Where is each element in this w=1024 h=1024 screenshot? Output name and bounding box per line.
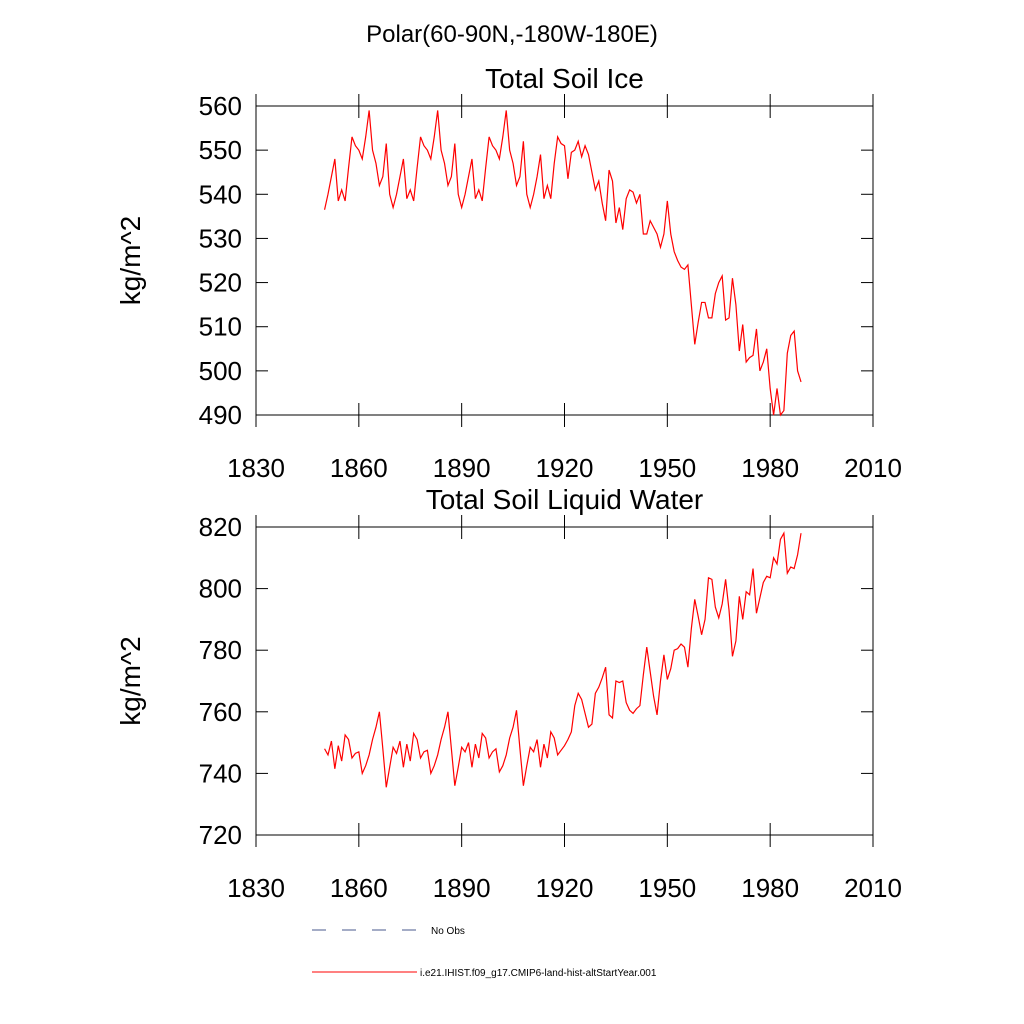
y-tick-label: 520 (199, 268, 242, 298)
x-tick-label: 1830 (227, 453, 285, 483)
y-tick-label: 560 (199, 91, 242, 121)
x-tick-label: 2010 (844, 873, 902, 903)
x-tick-label: 1890 (433, 873, 491, 903)
x-tick-label: 1830 (227, 873, 285, 903)
x-tick-label: 2010 (844, 453, 902, 483)
x-tick-label: 1890 (433, 453, 491, 483)
y-tick-label: 820 (199, 512, 242, 542)
x-tick-label: 1980 (741, 873, 799, 903)
y-tick-label: 550 (199, 135, 242, 165)
y-tick-label: 800 (199, 574, 242, 604)
x-tick-label: 1950 (638, 873, 696, 903)
plot-frame (255, 526, 874, 836)
y-axis-label: kg/m^2 (115, 636, 146, 725)
plot-frame (255, 105, 874, 416)
figure-title: Polar(60-90N,-180W-180E) (366, 21, 658, 48)
x-tick-label: 1860 (330, 453, 388, 483)
panel-title: Total Soil Liquid Water (426, 484, 704, 515)
y-tick-label: 510 (199, 312, 242, 342)
legend-label: No Obs (431, 926, 465, 937)
x-tick-label: 1980 (741, 453, 799, 483)
y-tick-label: 720 (199, 820, 242, 850)
y-tick-label: 740 (199, 758, 242, 788)
data-line (324, 531, 802, 788)
x-tick-label: 1920 (536, 453, 594, 483)
y-axis-label: kg/m^2 (115, 216, 146, 305)
y-tick-label: 490 (199, 400, 242, 430)
y-tick-label: 530 (199, 223, 242, 253)
y-tick-label: 780 (199, 635, 242, 665)
y-tick-label: 540 (199, 179, 242, 209)
panel-title: Total Soil Ice (485, 63, 644, 94)
legend-label: i.e21.IHIST.f09_g17.CMIP6-land-hist-altS… (420, 968, 657, 979)
x-tick-label: 1950 (638, 453, 696, 483)
x-tick-label: 1860 (330, 873, 388, 903)
data-line (323, 110, 802, 417)
x-tick-label: 1920 (536, 873, 594, 903)
y-tick-label: 760 (199, 697, 242, 727)
y-tick-label: 500 (199, 356, 242, 386)
